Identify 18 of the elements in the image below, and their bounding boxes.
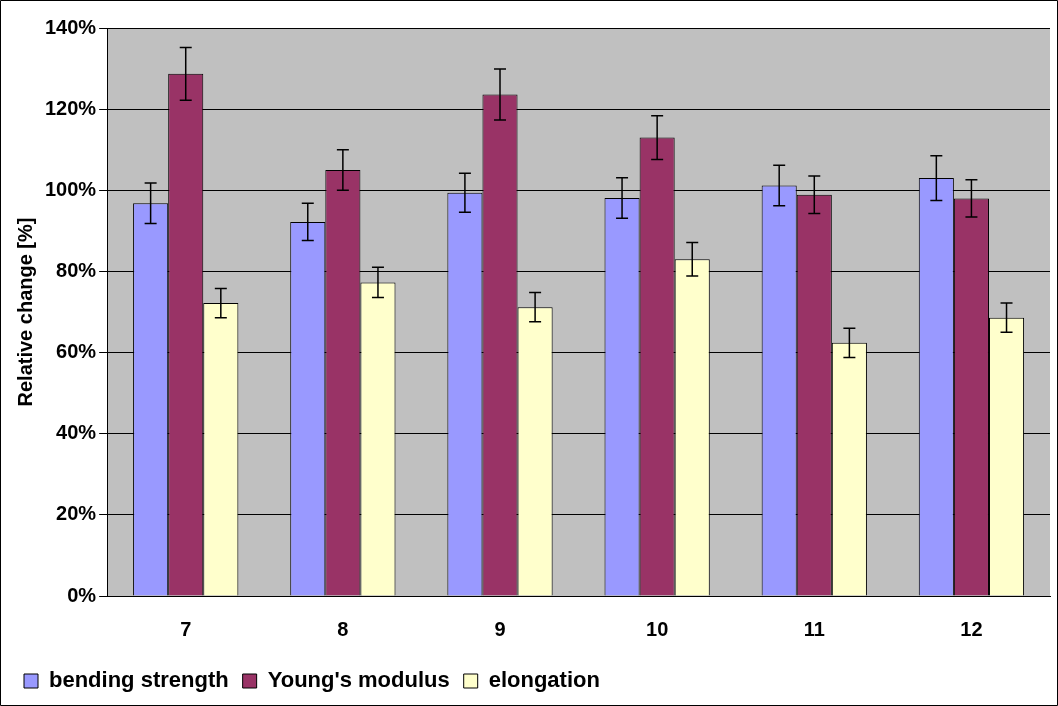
y-tick-label: 40% xyxy=(56,421,97,444)
y-tick-label: 100% xyxy=(45,177,97,200)
x-tick-label: 8 xyxy=(337,617,349,640)
y-tick-label: 80% xyxy=(56,258,97,281)
y-axis-title: Relative change [%] xyxy=(13,217,36,407)
x-tick-label: 10 xyxy=(646,617,669,640)
y-tick-label: 140% xyxy=(45,15,97,38)
x-tick-label: 9 xyxy=(494,617,506,640)
legend-label: elongation xyxy=(488,667,600,693)
y-tick-label: 60% xyxy=(56,340,97,363)
x-tick-label: 11 xyxy=(803,617,825,640)
legend-label: Young's modulus xyxy=(267,667,450,693)
x-tick-label: 7 xyxy=(180,617,192,640)
y-tick-label: 0% xyxy=(67,583,97,606)
y-tick-label: 120% xyxy=(45,96,97,119)
x-tick-label: 12 xyxy=(960,617,983,640)
legend-label: bending strength xyxy=(49,667,229,693)
y-tick-label: 20% xyxy=(56,502,97,525)
